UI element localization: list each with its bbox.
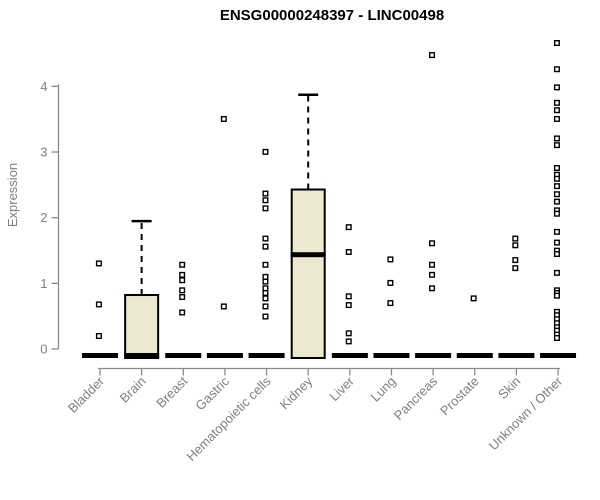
outlier-point-unknown-other xyxy=(553,251,560,258)
outlier-point-unknown-other xyxy=(553,84,560,91)
outlier-point-unknown-other xyxy=(553,99,560,106)
zero-bar-breast xyxy=(165,353,202,358)
y-tick-label: 0 xyxy=(40,342,47,357)
outlier-point-hematopoietic-cells xyxy=(262,197,269,204)
outlier-point-unknown-other xyxy=(553,239,560,246)
outlier-point-hematopoietic-cells xyxy=(262,290,269,297)
outlier-point-bladder xyxy=(95,301,102,308)
outlier-point-hematopoietic-cells xyxy=(262,261,269,268)
zero-bar-skin xyxy=(498,353,535,358)
outlier-point-breast xyxy=(179,261,186,268)
outlier-point-gastric xyxy=(220,115,227,122)
outlier-point-breast xyxy=(179,309,186,316)
outlier-point-bladder xyxy=(95,260,102,267)
outlier-point-unknown-other xyxy=(553,198,560,205)
outlier-point-hematopoietic-cells xyxy=(262,295,269,302)
zero-bar-pancreas xyxy=(415,353,452,358)
x-tick-label-prostate: Prostate xyxy=(437,374,482,419)
outlier-point-pancreas xyxy=(429,261,436,268)
outlier-point-lung xyxy=(387,279,394,286)
y-tick-label: 4 xyxy=(40,79,47,94)
y-tick-label: 1 xyxy=(40,276,47,291)
x-tick-label-skin: Skin xyxy=(495,374,523,402)
outlier-point-hematopoietic-cells xyxy=(262,235,269,242)
zero-bar-liver xyxy=(331,353,368,358)
outlier-point-pancreas xyxy=(429,271,436,278)
outlier-point-hematopoietic-cells xyxy=(262,313,269,320)
outlier-point-lung xyxy=(387,300,394,307)
outlier-point-hematopoietic-cells xyxy=(262,243,269,250)
outlier-point-breast xyxy=(179,294,186,301)
outlier-point-unknown-other xyxy=(553,175,560,182)
zero-bar-hematopoietic-cells xyxy=(248,353,285,358)
y-tick-label: 3 xyxy=(40,145,47,160)
outlier-point-liver xyxy=(345,224,352,231)
outlier-point-liver xyxy=(345,338,352,345)
outlier-point-hematopoietic-cells xyxy=(262,303,269,310)
outlier-point-breast xyxy=(179,277,186,284)
outlier-point-unknown-other xyxy=(553,107,560,114)
x-tick-label-liver: Liver xyxy=(326,373,357,404)
median-line-kidney xyxy=(290,252,326,258)
outlier-point-unknown-other xyxy=(553,115,560,122)
outlier-point-unknown-other xyxy=(553,269,560,276)
x-tick-label-bladder: Bladder xyxy=(65,373,108,416)
median-line-brain xyxy=(124,353,160,358)
outlier-point-unknown-other xyxy=(553,165,560,172)
x-tick-label-brain: Brain xyxy=(117,374,149,406)
outlier-point-skin xyxy=(512,265,519,272)
outlier-point-liver xyxy=(345,293,352,300)
outlier-point-pancreas xyxy=(429,240,436,247)
y-tick-label: 2 xyxy=(40,210,47,225)
zero-bar-lung xyxy=(373,353,410,358)
outlier-point-unknown-other xyxy=(553,40,560,47)
outlier-point-breast xyxy=(179,271,186,278)
chart-title: ENSG00000248397 - LINC00498 xyxy=(219,7,445,24)
zero-bar-prostate xyxy=(456,353,493,358)
outlier-point-unknown-other xyxy=(553,183,560,190)
outlier-point-bladder xyxy=(95,333,102,340)
x-tick-label-lung: Lung xyxy=(368,374,399,405)
outlier-point-hematopoietic-cells xyxy=(262,278,269,285)
outlier-point-hematopoietic-cells xyxy=(262,205,269,212)
outlier-point-hematopoietic-cells xyxy=(262,285,269,292)
zero-bar-bladder xyxy=(82,353,118,358)
outlier-point-pancreas xyxy=(429,285,436,292)
zero-bar-gastric xyxy=(206,353,243,358)
x-tick-label-kidney: Kidney xyxy=(277,373,316,412)
outlier-point-liver xyxy=(345,330,352,337)
outlier-point-liver xyxy=(345,302,352,309)
outlier-point-hematopoietic-cells xyxy=(262,273,269,280)
outlier-point-skin xyxy=(512,257,519,264)
box-kidney xyxy=(290,188,326,359)
outlier-point-unknown-other xyxy=(553,191,560,198)
outlier-point-unknown-other xyxy=(553,292,560,299)
x-tick-label-gastric: Gastric xyxy=(192,373,232,413)
outlier-point-pancreas xyxy=(429,52,436,59)
outlier-point-unknown-other xyxy=(553,335,560,342)
x-tick-label-breast: Breast xyxy=(153,373,190,410)
outlier-point-unknown-other xyxy=(553,66,560,73)
box-brain xyxy=(124,294,160,359)
outlier-point-unknown-other xyxy=(553,210,560,217)
outlier-point-unknown-other xyxy=(553,135,560,142)
outlier-point-skin xyxy=(512,242,519,249)
x-tick-label-unknown-other: Unknown / Other xyxy=(486,373,566,453)
outlier-point-skin xyxy=(512,235,519,242)
outlier-point-hematopoietic-cells xyxy=(262,190,269,197)
x-tick-label-pancreas: Pancreas xyxy=(391,373,441,423)
outlier-point-unknown-other xyxy=(553,228,560,235)
zero-bar-unknown-other xyxy=(540,353,577,358)
outlier-point-unknown-other xyxy=(553,142,560,149)
outlier-point-lung xyxy=(387,256,394,263)
outlier-point-breast xyxy=(179,287,186,294)
outlier-point-gastric xyxy=(220,303,227,310)
outlier-point-hematopoietic-cells xyxy=(262,148,269,155)
outlier-point-prostate xyxy=(470,295,477,302)
outlier-point-liver xyxy=(345,249,352,256)
